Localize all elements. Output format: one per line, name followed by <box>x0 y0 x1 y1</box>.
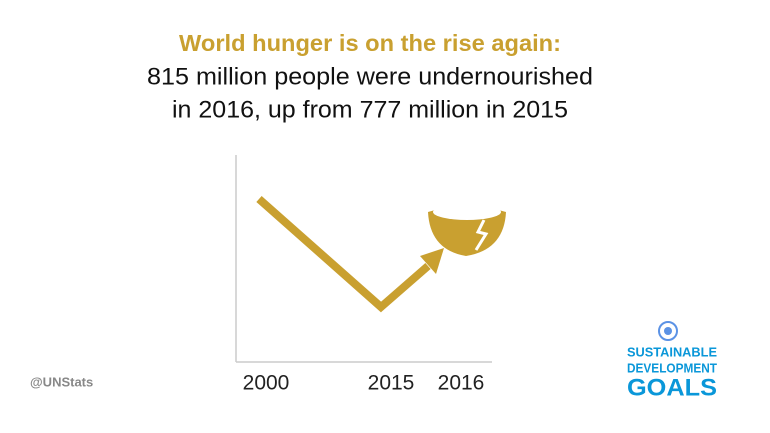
logo-text: DEVELOPMENT <box>627 360 717 375</box>
arrow-head <box>420 248 444 274</box>
trend-line <box>256 196 431 313</box>
subtitle-line: in 2016, up from 777 million in 2015 <box>172 96 568 123</box>
logo-text: SUSTAINABLE <box>627 344 717 359</box>
sdg-logo: SUSTAINABLE DEVELOPMENT GOALS <box>627 321 717 401</box>
subtitle-line: 815 million people were undernourished <box>147 63 593 90</box>
x-label: 2015 <box>368 372 415 395</box>
handle: @UNStats <box>30 374 93 389</box>
x-label: 2016 <box>438 372 485 395</box>
bowl-icon <box>428 204 506 256</box>
x-label: 2000 <box>243 372 290 395</box>
logo-text: GOALS <box>627 374 717 401</box>
title: World hunger is on the rise again: <box>179 30 561 56</box>
